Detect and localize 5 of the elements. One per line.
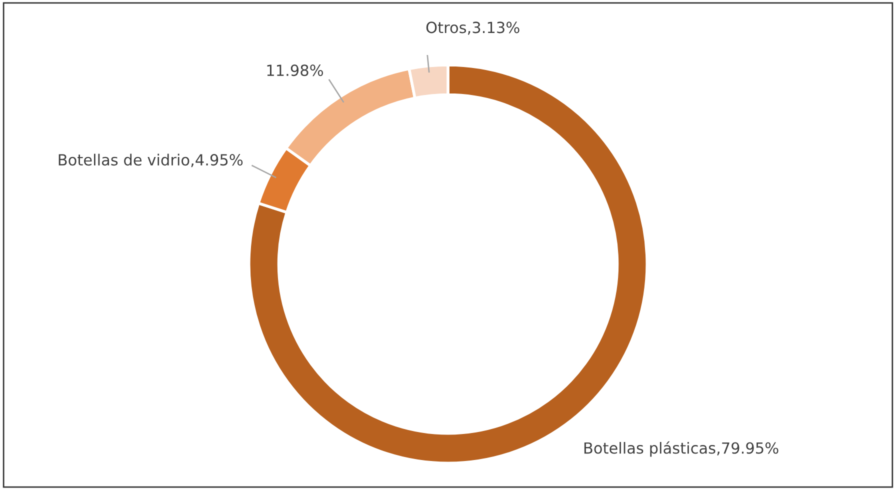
slice-label: Botellas plásticas,79.95% [584, 441, 778, 457]
donut-slice [248, 64, 648, 465]
slice-label: Botellas de vidrio,4.95% [58, 154, 243, 168]
data-label: 11.98% [267, 64, 324, 76]
slice-label: Otros,3.13% [426, 22, 520, 35]
